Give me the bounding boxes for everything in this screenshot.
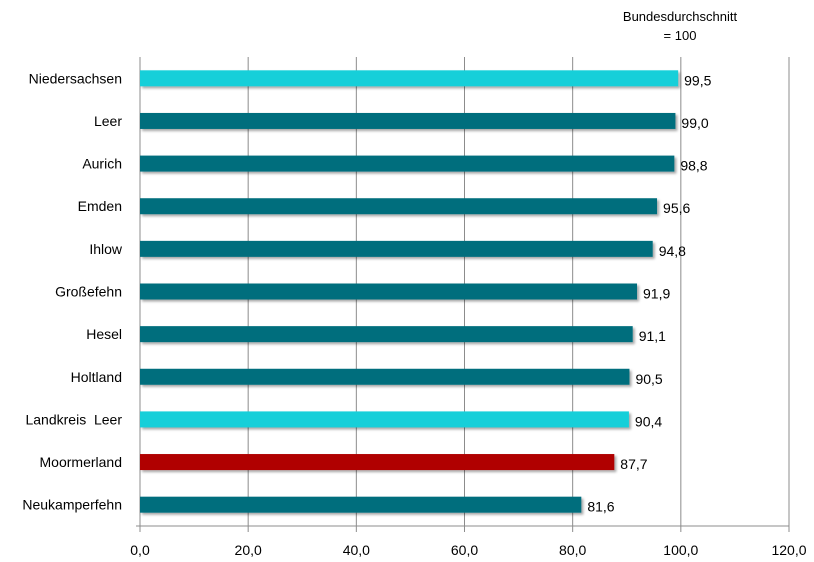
bar: [140, 283, 638, 300]
x-tick-label: 0,0: [130, 542, 150, 558]
value-label: 94,8: [659, 243, 686, 259]
category-label: Landkreis Leer: [25, 411, 122, 427]
x-tick-label: 120,0: [771, 542, 806, 558]
bars: [140, 70, 679, 513]
reference-label-line2: = 100: [664, 28, 697, 43]
bar: [140, 240, 653, 257]
value-label: 90,5: [635, 371, 662, 387]
x-tick-label: 100,0: [663, 542, 698, 558]
x-tick-label: 40,0: [343, 542, 370, 558]
category-label: Ihlow: [89, 241, 123, 257]
bar: [140, 198, 658, 215]
x-tick-label: 60,0: [451, 542, 478, 558]
category-label: Emden: [78, 198, 122, 214]
x-tick-label: 20,0: [235, 542, 262, 558]
bar: [140, 454, 615, 471]
bar: [140, 326, 633, 343]
value-label: 99,0: [681, 115, 708, 131]
value-label: 95,6: [663, 200, 690, 216]
category-label: Holtland: [71, 369, 122, 385]
value-label: 91,1: [639, 328, 666, 344]
value-label: 91,9: [643, 286, 670, 302]
category-label: Aurich: [82, 156, 122, 172]
bar: [140, 112, 676, 129]
category-label: Hesel: [86, 326, 122, 342]
bar: [140, 70, 679, 87]
reference-label-line1: Bundesdurchschnitt: [623, 9, 738, 24]
category-label: Neukamperfehn: [22, 497, 122, 513]
value-label: 81,6: [587, 499, 614, 515]
category-label: Großefehn: [55, 284, 122, 300]
bar: [140, 496, 582, 513]
category-label: Leer: [94, 113, 122, 129]
value-label: 90,4: [635, 413, 662, 429]
value-label: 98,8: [680, 158, 707, 174]
value-label: 87,7: [620, 456, 647, 472]
bar: [140, 368, 630, 385]
category-label: Niedersachsen: [29, 70, 122, 86]
labels: 0,0 20,0 40,0 60,0 80,0 100,0 120,0 Niedersachs…: [22, 70, 806, 558]
bar: [140, 411, 629, 428]
bar: [140, 155, 675, 172]
x-tick-label: 80,0: [559, 542, 586, 558]
category-label: Moormerland: [40, 454, 122, 470]
value-label: 99,5: [684, 72, 711, 88]
